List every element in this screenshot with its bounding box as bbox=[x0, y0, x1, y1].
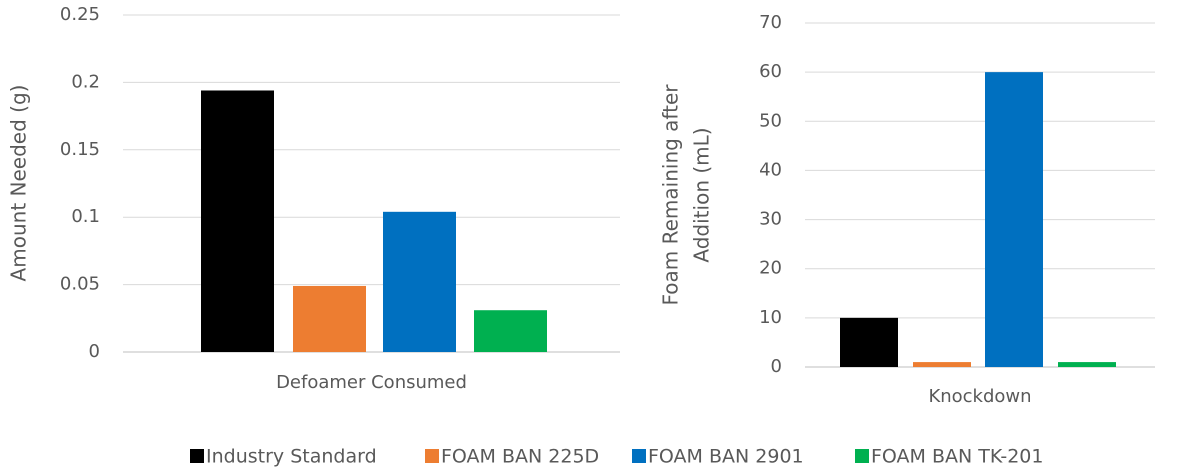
x-tick-label: Knockdown bbox=[928, 386, 1031, 407]
bar bbox=[474, 310, 547, 352]
y-axis-label: Amount Needed (g) bbox=[7, 85, 31, 282]
bar bbox=[985, 72, 1043, 368]
y-tick-label: 0.2 bbox=[71, 71, 100, 92]
y-tick-label: 0.25 bbox=[60, 4, 100, 25]
bar bbox=[293, 285, 366, 352]
legend-label: FOAM BAN 2901 bbox=[648, 446, 804, 468]
y-tick-label: 70 bbox=[759, 12, 782, 33]
y-tick-label: 50 bbox=[759, 110, 782, 131]
y-tick-label: 0 bbox=[89, 341, 100, 362]
y-axis-label: Foam Remaining after bbox=[659, 84, 683, 306]
y-tick-label: 60 bbox=[759, 61, 782, 82]
legend-swatch bbox=[425, 449, 439, 463]
legend-swatch bbox=[855, 449, 869, 463]
bar bbox=[201, 90, 274, 352]
bar bbox=[1058, 362, 1116, 367]
y-tick-label: 30 bbox=[759, 209, 782, 230]
y-tick-label: 20 bbox=[759, 258, 782, 279]
y-tick-label: 0.1 bbox=[71, 206, 100, 227]
legend-swatch bbox=[632, 449, 646, 463]
y-tick-label: 0.15 bbox=[60, 139, 100, 160]
y-tick-label: 0 bbox=[771, 356, 782, 377]
legend-label: FOAM BAN 225D bbox=[441, 446, 599, 468]
legend-label: Industry Standard bbox=[206, 446, 377, 468]
y-axis-label: Addition (mL) bbox=[690, 127, 714, 262]
bar bbox=[913, 362, 971, 367]
x-tick-label: Defoamer Consumed bbox=[276, 372, 467, 393]
legend-label: FOAM BAN TK-201 bbox=[871, 446, 1043, 468]
bar bbox=[383, 211, 456, 352]
y-tick-label: 10 bbox=[759, 307, 782, 328]
legend-swatch bbox=[190, 449, 204, 463]
bar bbox=[840, 317, 898, 367]
y-tick-label: 0.05 bbox=[60, 274, 100, 295]
y-tick-label: 40 bbox=[759, 159, 782, 180]
